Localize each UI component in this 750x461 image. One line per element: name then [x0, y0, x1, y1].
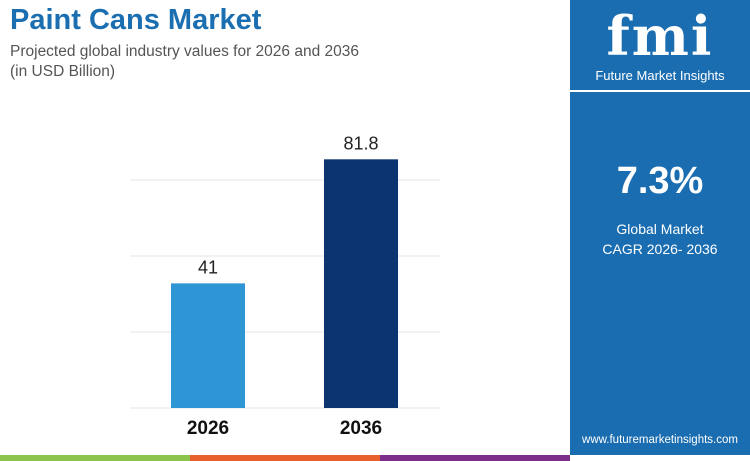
website-url[interactable]: www.futuremarketinsights.com [582, 434, 738, 446]
bar-2036 [324, 159, 398, 408]
data-label: 81.8 [343, 133, 378, 153]
cagr-label: Global Market CAGR 2026- 2036 [570, 219, 750, 259]
cagr-value: 7.3% [616, 160, 704, 202]
subtitle: Projected global industry values for 202… [10, 42, 359, 82]
page-title: Paint Cans Market [10, 4, 262, 36]
bar-chart: 41 2026 81.8 2036 [130, 133, 440, 439]
strip-purple [380, 455, 570, 461]
x-tick-label: 2036 [340, 418, 382, 439]
fmi-logo: fmi Future Market Insights [570, 8, 750, 83]
subtitle-line-2: (in USD Billion) [10, 63, 116, 80]
side-panel: fmi Future Market Insights 7.3% Global M… [570, 0, 750, 455]
brand-name: Future Market Insights [595, 68, 725, 83]
bar-2026 [171, 283, 245, 408]
divider [570, 90, 750, 92]
cagr-label-line-2: CAGR 2026- 2036 [602, 241, 718, 257]
cagr-label-line-1: Global Market [616, 221, 704, 237]
subtitle-line-1: Projected global industry values for 202… [10, 43, 359, 60]
strip-orange [190, 455, 380, 461]
data-label: 41 [198, 257, 218, 277]
strip-green [0, 455, 190, 461]
logo-mark: fmi [606, 4, 714, 68]
x-tick-label: 2026 [187, 418, 229, 439]
